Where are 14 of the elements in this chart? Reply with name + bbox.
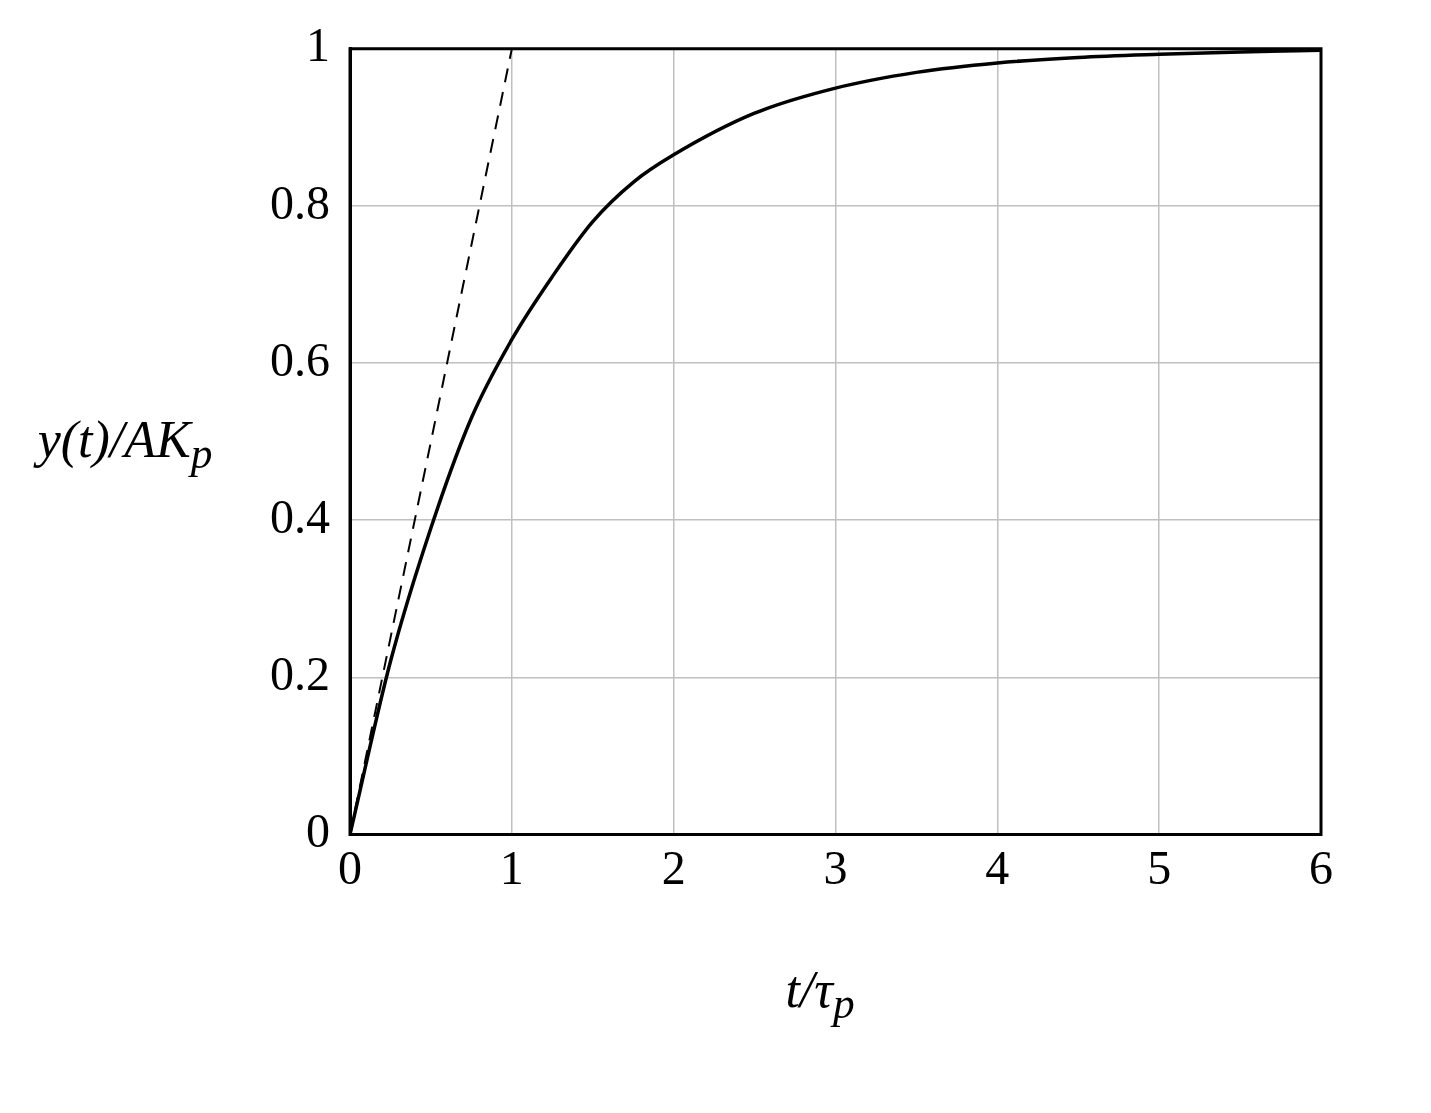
y-tick-label: 0.8	[270, 175, 330, 229]
x-tick-label: 6	[1309, 840, 1333, 894]
y-tick-label: 1	[306, 18, 330, 72]
x-tick-label: 5	[1147, 840, 1172, 894]
x-tick-label: 4	[985, 840, 1010, 894]
x-tick-label: 2	[661, 840, 686, 894]
y-axis-title: y(t)/AK$_{p}$	[32, 410, 214, 479]
y-tick-label: 0.6	[270, 332, 330, 386]
x-tick-label: 3	[823, 840, 848, 894]
y-tick-label: 0.4	[270, 489, 330, 543]
x-tick-label: 1	[499, 840, 524, 894]
y-tick-label: 0	[306, 804, 330, 858]
y-tick-label: 0.2	[270, 646, 330, 700]
x-axis-title: t/τ$_{p}$	[784, 960, 856, 1029]
